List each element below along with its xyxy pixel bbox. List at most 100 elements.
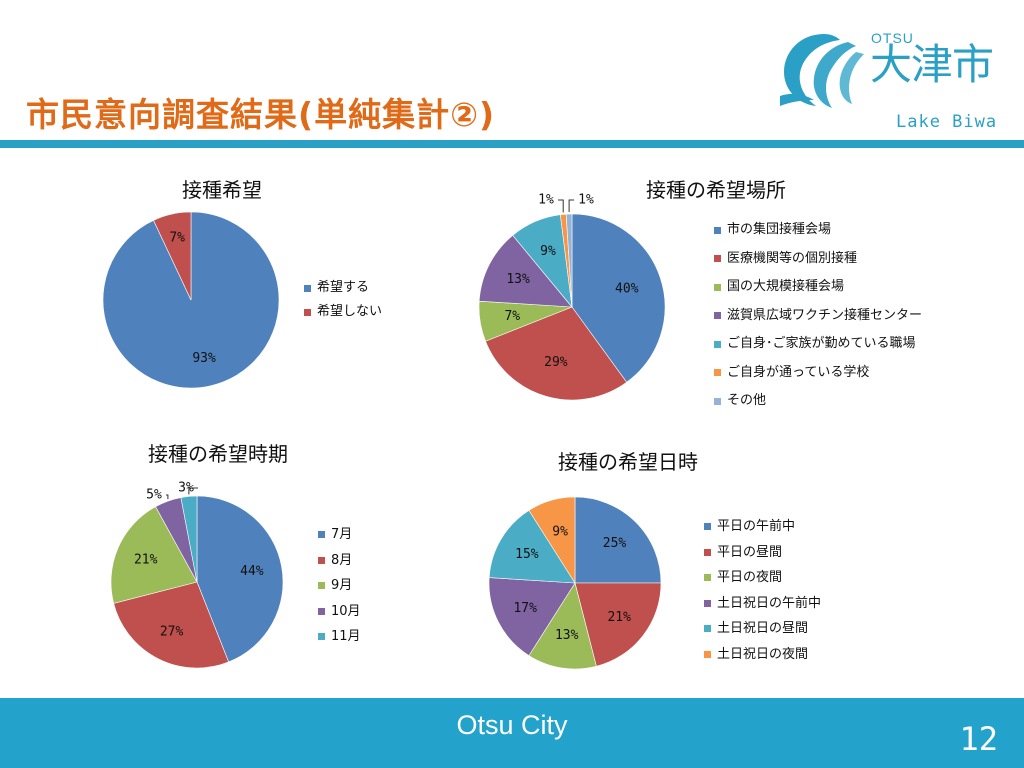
slide-title: 市民意向調査結果(単純集計②) xyxy=(26,95,496,134)
legend-label: 11月 xyxy=(331,629,361,644)
data-label: 9% xyxy=(540,244,556,259)
legend-item: 土日祝日の夜間 xyxy=(704,642,821,668)
chart-title: 接種の希望場所 xyxy=(646,178,786,202)
legend-label: 滋賀県広域ワクチン接種センター xyxy=(727,307,923,323)
leader-line xyxy=(188,487,198,495)
legend-label: 土日祝日の夜間 xyxy=(717,646,809,662)
data-label: 7% xyxy=(169,231,185,246)
otsu-city-logo: OTSU 大津市 Lake Biwa xyxy=(778,26,1008,136)
pie-slice-4 xyxy=(488,577,576,657)
legend-swatch xyxy=(714,312,721,320)
legend-swatch xyxy=(704,574,711,582)
pie-slice-3 xyxy=(528,582,597,670)
chart-title: 接種希望 xyxy=(182,178,262,202)
data-label: 25% xyxy=(603,536,627,551)
legend-label: ご自身･ご家族が勤めている職場 xyxy=(727,336,916,351)
legend-item: 8月 xyxy=(318,548,361,574)
legend-swatch xyxy=(714,369,721,377)
chart-legend: 平日の午前中 平日の昼間平日の夜間土日祝日の午前中土日祝日の昼間 土日祝日の夜間 xyxy=(704,514,821,667)
data-label: 3% xyxy=(178,481,194,496)
legend-label: その他 xyxy=(727,393,767,408)
pie-slice-2 xyxy=(153,211,192,301)
legend-swatch xyxy=(704,548,711,556)
data-label: 44% xyxy=(240,564,264,579)
chart-legend: 7月 8月 9月 10月 11月 xyxy=(318,522,361,650)
data-label: 7% xyxy=(504,309,520,324)
title-divider xyxy=(0,140,1024,148)
legend-label: 国の大規模接種会場 xyxy=(727,279,845,294)
legend-item: 希望する xyxy=(304,276,382,300)
legend-label: 希望する xyxy=(317,280,370,295)
data-label: 13% xyxy=(555,628,579,643)
pie-slice-5 xyxy=(180,495,198,583)
legend-item: 土日祝日の午前中 xyxy=(704,591,821,617)
chart-preferred-timing: 接種の希望時期 44% 27% 21% 5% 3% 7月 8月 9月 10月 11月 xyxy=(100,432,430,672)
pie-slice-3 xyxy=(110,506,198,604)
pie-slice-1 xyxy=(196,495,284,663)
legend-item: 医療機関等の個別接種 xyxy=(714,245,922,274)
legend-item: 土日祝日の昼間 xyxy=(704,616,821,642)
legend-label: 希望しない xyxy=(317,304,383,319)
chart-legend: 希望する 希望しない xyxy=(304,276,382,324)
pie-slice-2 xyxy=(113,581,230,669)
legend-item: 市の集団接種会場 xyxy=(714,216,922,245)
pie-chart-svg: 25% 21% 13% 17% 15% 9% xyxy=(488,496,662,670)
legend-item: 9月 xyxy=(318,573,361,599)
legend-item: 7月 xyxy=(318,522,361,548)
pie-slice-1 xyxy=(574,496,662,584)
leader-line xyxy=(568,199,574,212)
chart-title: 接種の希望時期 xyxy=(148,442,288,466)
page-number: 12 xyxy=(959,720,998,758)
legend-item: 11月 xyxy=(318,624,361,650)
leader-line xyxy=(558,199,564,213)
legend-label: 10月 xyxy=(331,603,361,619)
legend-swatch xyxy=(714,283,721,291)
legend-swatch xyxy=(714,397,721,405)
pie-slice-2 xyxy=(574,582,662,667)
legend-label: 医療機関等の個別接種 xyxy=(727,250,858,266)
legend-label: 8月 xyxy=(331,552,353,568)
chart-preferred-datetime: 接種の希望日時 25% 21% 13% 17% 15% 9% 平日の午前中 平日の昼間 平日の… xyxy=(480,440,900,680)
legend-item: 滋賀県広域ワクチン接種センター xyxy=(714,302,922,331)
data-label: 93% xyxy=(192,351,216,366)
legend-item: 平日の昼間 xyxy=(704,540,821,566)
logo-otsu-text: OTSU xyxy=(871,30,914,46)
data-label: 29% xyxy=(544,355,568,370)
pie-chart-svg: 93% 7% xyxy=(102,211,280,389)
chart-preferred-location: 接種の希望場所 40% 29% 7% 13% 9% 1% 1% 市の集団接種会場 医療機関等の… xyxy=(470,170,990,415)
data-label: 9% xyxy=(552,524,568,539)
legend-swatch xyxy=(318,556,325,564)
legend-label: 平日の午前中 xyxy=(717,519,796,534)
legend-label: 土日祝日の昼間 xyxy=(717,621,809,636)
data-label: 17% xyxy=(513,601,537,616)
legend-item: 平日の午前中 xyxy=(704,514,821,540)
data-label: 5% xyxy=(146,488,162,503)
pie-slice-7 xyxy=(565,213,573,308)
legend-item: ご自身･ご家族が勤めている職場 xyxy=(714,330,922,359)
legend-item: 希望しない xyxy=(304,300,382,324)
data-label: 27% xyxy=(160,624,184,639)
pie-slice-5 xyxy=(488,509,576,584)
chart-title: 接種の希望日時 xyxy=(558,450,698,474)
legend-swatch xyxy=(714,255,721,263)
logo-kanji-text: 大津市 xyxy=(870,40,994,89)
data-label: 1% xyxy=(538,193,554,208)
legend-swatch xyxy=(704,599,711,607)
pie-chart-svg: 44% 27% 21% 5% 3% xyxy=(110,481,284,669)
footer-bar: Otsu City 12 xyxy=(0,698,1024,768)
legend-item: ご自身が通っている学校 xyxy=(714,359,922,388)
legend-label: 平日の夜間 xyxy=(717,570,783,585)
legend-label: 市の集団接種会場 xyxy=(727,222,832,237)
legend-label: 7月 xyxy=(331,527,353,542)
logo-lake-biwa-text: Lake Biwa xyxy=(896,112,998,132)
data-label: 13% xyxy=(506,272,530,287)
pie-slice-4 xyxy=(478,234,573,308)
lake-biwa-logo-icon xyxy=(780,34,864,108)
legend-swatch xyxy=(704,625,711,633)
leader-line xyxy=(166,494,169,500)
legend-swatch xyxy=(318,607,325,615)
legend-label: 平日の昼間 xyxy=(717,544,783,560)
legend-swatch xyxy=(304,308,311,316)
legend-swatch xyxy=(318,531,325,539)
data-label: 21% xyxy=(134,552,158,567)
